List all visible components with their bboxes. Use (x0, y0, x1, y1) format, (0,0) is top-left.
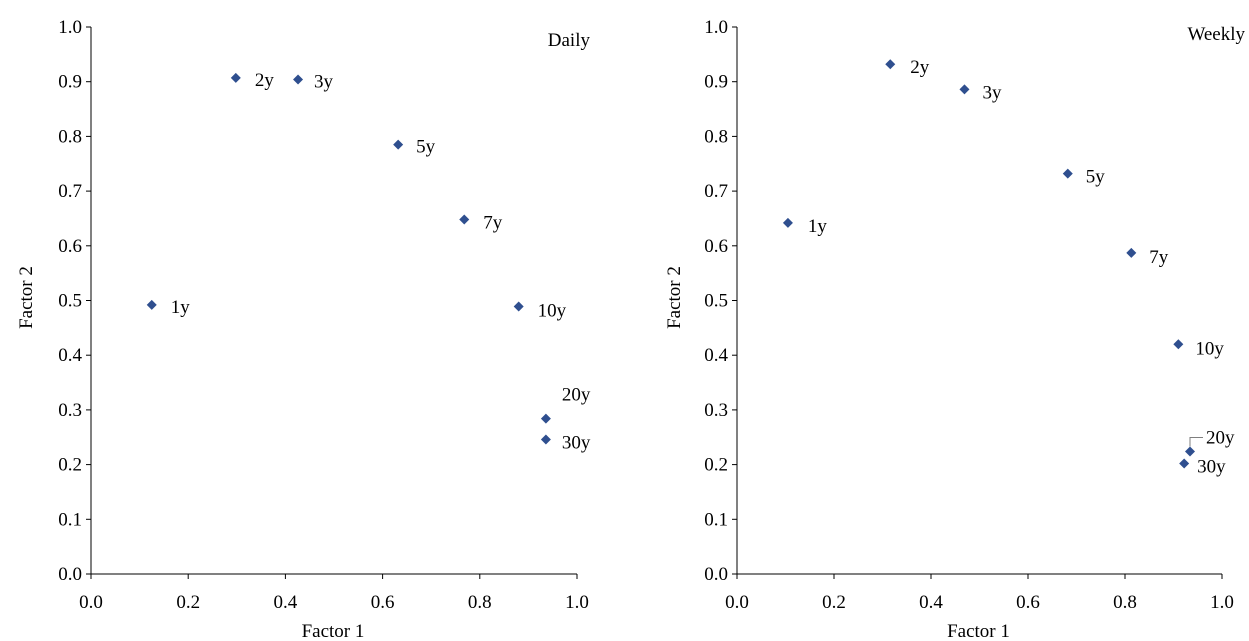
data-label: 2y (910, 57, 930, 78)
data-point (959, 84, 970, 95)
y-tick-label: 0.3 (58, 400, 82, 421)
data-label: 10y (538, 301, 567, 322)
y-tick-label: 1.0 (58, 17, 82, 38)
y-axis-label: Factor 2 (664, 266, 685, 329)
y-axis-label: Factor 2 (16, 266, 37, 329)
data-point (293, 74, 304, 85)
data-point (1184, 446, 1195, 457)
y-tick-label: 0.9 (704, 72, 728, 93)
y-tick-label: 0.6 (58, 236, 82, 257)
y-tick-label: 0.2 (58, 455, 82, 476)
x-tick-label: 0.0 (79, 592, 103, 613)
x-tick-label: 1.0 (1210, 592, 1234, 613)
data-label: 2y (255, 70, 275, 91)
y-tick-label: 0.4 (704, 345, 728, 366)
data-point (1062, 168, 1073, 179)
data-point (540, 434, 551, 445)
y-tick-label: 0.5 (58, 291, 82, 312)
y-tick-label: 0.7 (704, 181, 728, 202)
y-tick-label: 0.4 (58, 345, 82, 366)
chart-title: Daily (548, 30, 591, 51)
y-tick-label: 1.0 (704, 17, 728, 38)
y-tick-label: 0.8 (58, 126, 82, 147)
data-label: 5y (416, 137, 436, 158)
x-axis-label: Factor 1 (947, 621, 1010, 641)
x-tick-label: 0.6 (1016, 592, 1040, 613)
y-tick-label: 0.1 (58, 509, 82, 530)
y-tick-label: 0.0 (704, 564, 728, 585)
y-tick-label: 0.6 (704, 236, 728, 257)
data-label: 7y (1149, 247, 1169, 268)
x-tick-label: 0.0 (725, 592, 749, 613)
data-label: 10y (1195, 338, 1224, 359)
data-point (230, 72, 241, 83)
data-label: 7y (483, 213, 503, 234)
data-label: 1y (808, 216, 828, 237)
x-tick-label: 0.4 (919, 592, 943, 613)
x-tick-label: 0.8 (468, 592, 492, 613)
x-axis-label: Factor 1 (302, 621, 365, 641)
data-label: 3y (982, 82, 1002, 103)
chart-panel-1: 0.0 0.1 0.2 0.3 0.4 0.5 0.6 0.7 0.8 0.9 1.0 0.0 0.2 0… (664, 17, 1245, 641)
y-tick-label: 0.2 (704, 455, 728, 476)
data-point (393, 139, 404, 150)
data-point (146, 299, 157, 310)
y-tick-label: 0.3 (704, 400, 728, 421)
data-point (782, 217, 793, 228)
data-label: 5y (1086, 167, 1106, 188)
data-point (885, 59, 896, 70)
data-label: 30y (562, 432, 591, 453)
x-tick-label: 0.2 (176, 592, 200, 613)
data-label: 30y (1197, 457, 1226, 478)
chart-panel-0: 0.0 0.1 0.2 0.3 0.4 0.5 0.6 0.7 0.8 0.9 1.0 0.0 0.2 0… (16, 17, 591, 641)
chart-title: Weekly (1187, 24, 1245, 45)
x-tick-label: 1.0 (565, 592, 589, 613)
data-label: 1y (171, 297, 191, 318)
data-point (513, 301, 524, 312)
data-label: 20y (1206, 427, 1235, 448)
data-point (459, 214, 470, 225)
y-tick-label: 0.9 (58, 72, 82, 93)
data-point (1173, 339, 1184, 350)
y-tick-label: 0.7 (58, 181, 82, 202)
y-tick-label: 0.1 (704, 509, 728, 530)
y-tick-label: 0.5 (704, 291, 728, 312)
x-tick-label: 0.4 (274, 592, 298, 613)
x-tick-label: 0.8 (1113, 592, 1137, 613)
data-label: 20y (562, 385, 591, 406)
y-tick-label: 0.0 (58, 564, 82, 585)
x-tick-label: 0.2 (822, 592, 846, 613)
label-leader-line (1189, 436, 1203, 447)
x-tick-label: 0.6 (371, 592, 395, 613)
data-point (540, 413, 551, 424)
data-point (1126, 247, 1137, 258)
y-tick-label: 0.8 (704, 126, 728, 147)
data-label: 3y (314, 72, 334, 93)
data-point (1179, 458, 1190, 469)
